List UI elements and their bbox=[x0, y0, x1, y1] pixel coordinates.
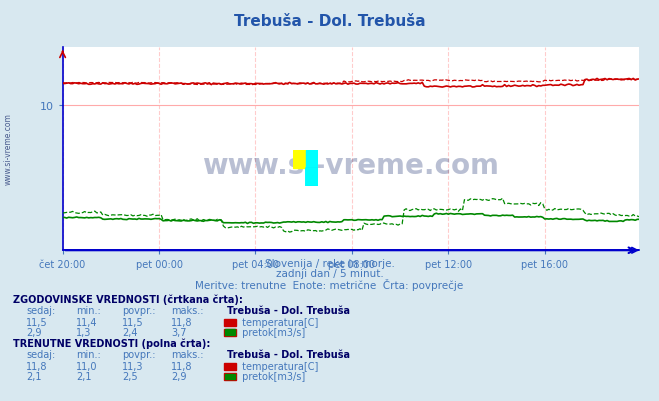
Text: maks.:: maks.: bbox=[171, 349, 204, 359]
Text: www.si-vreme.com: www.si-vreme.com bbox=[202, 152, 500, 180]
Text: www.si-vreme.com: www.si-vreme.com bbox=[4, 113, 13, 184]
Text: 2,9: 2,9 bbox=[171, 371, 187, 381]
Text: Trebuša - Dol. Trebuša: Trebuša - Dol. Trebuša bbox=[234, 14, 425, 29]
Text: temperatura[C]: temperatura[C] bbox=[239, 361, 318, 371]
Text: 11,0: 11,0 bbox=[76, 361, 98, 371]
Text: TRENUTNE VREDNOSTI (polna črta):: TRENUTNE VREDNOSTI (polna črta): bbox=[13, 338, 211, 348]
Text: min.:: min.: bbox=[76, 305, 101, 315]
Text: sedaj:: sedaj: bbox=[26, 305, 55, 315]
Text: ZGODOVINSKE VREDNOSTI (črtkana črta):: ZGODOVINSKE VREDNOSTI (črtkana črta): bbox=[13, 294, 243, 304]
Text: 11,5: 11,5 bbox=[26, 317, 48, 327]
Text: Trebuša - Dol. Trebuša: Trebuša - Dol. Trebuša bbox=[227, 305, 351, 315]
Text: temperatura[C]: temperatura[C] bbox=[239, 317, 318, 327]
Text: pretok[m3/s]: pretok[m3/s] bbox=[239, 327, 306, 337]
Text: 11,5: 11,5 bbox=[122, 317, 144, 327]
Text: 2,1: 2,1 bbox=[76, 371, 92, 381]
Bar bbox=[293, 150, 306, 168]
Text: 2,4: 2,4 bbox=[122, 327, 138, 337]
Text: 2,9: 2,9 bbox=[26, 327, 42, 337]
Text: 2,5: 2,5 bbox=[122, 371, 138, 381]
Text: 11,3: 11,3 bbox=[122, 361, 144, 371]
Bar bbox=[306, 150, 318, 168]
Text: maks.:: maks.: bbox=[171, 305, 204, 315]
Text: pretok[m3/s]: pretok[m3/s] bbox=[239, 371, 306, 381]
Text: zadnji dan / 5 minut.: zadnji dan / 5 minut. bbox=[275, 269, 384, 279]
Text: 11,8: 11,8 bbox=[171, 317, 193, 327]
Polygon shape bbox=[306, 168, 318, 186]
Text: Meritve: trenutne  Enote: metrične  Črta: povprečje: Meritve: trenutne Enote: metrične Črta: … bbox=[195, 279, 464, 291]
Text: 11,8: 11,8 bbox=[26, 361, 48, 371]
Text: sedaj:: sedaj: bbox=[26, 349, 55, 359]
Text: min.:: min.: bbox=[76, 349, 101, 359]
Text: povpr.:: povpr.: bbox=[122, 305, 156, 315]
Text: Slovenija / reke in morje.: Slovenija / reke in morje. bbox=[264, 259, 395, 269]
Text: Trebuša - Dol. Trebuša: Trebuša - Dol. Trebuša bbox=[227, 349, 351, 359]
Polygon shape bbox=[306, 168, 318, 186]
Text: 11,8: 11,8 bbox=[171, 361, 193, 371]
Text: povpr.:: povpr.: bbox=[122, 349, 156, 359]
Text: 2,1: 2,1 bbox=[26, 371, 42, 381]
Text: 1,3: 1,3 bbox=[76, 327, 91, 337]
Text: 11,4: 11,4 bbox=[76, 317, 98, 327]
Text: 3,7: 3,7 bbox=[171, 327, 187, 337]
Bar bbox=[306, 168, 318, 186]
